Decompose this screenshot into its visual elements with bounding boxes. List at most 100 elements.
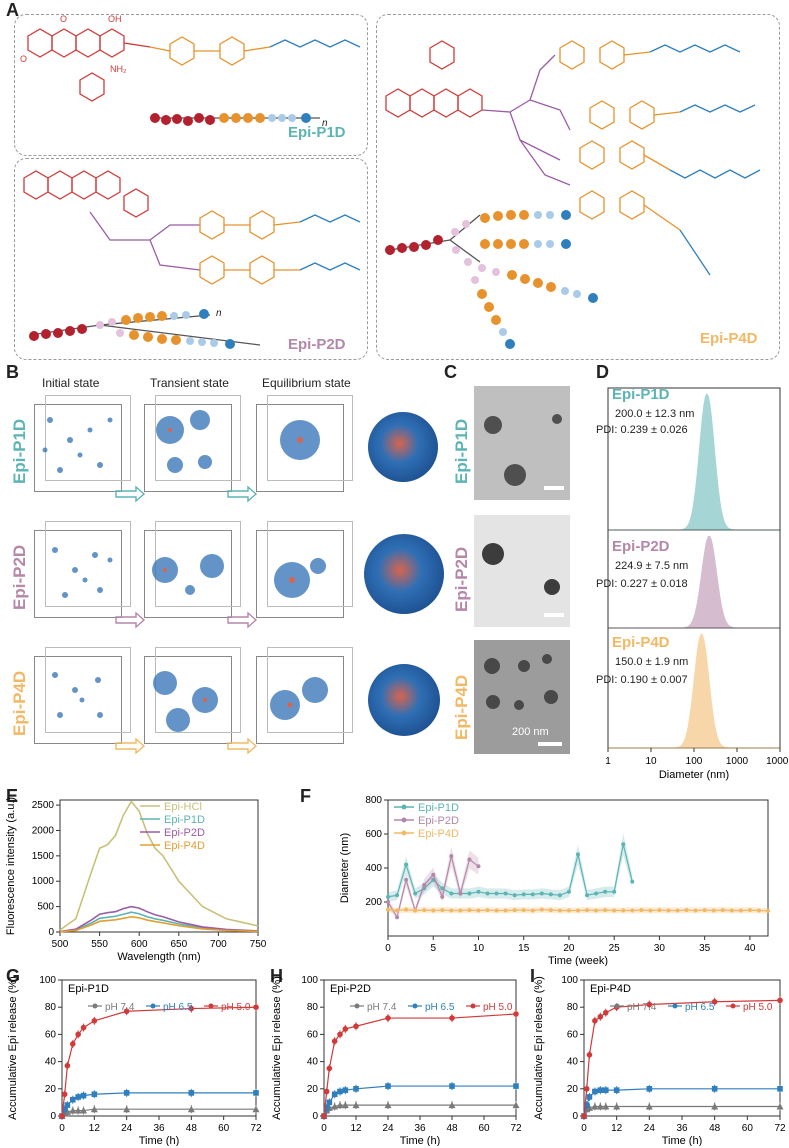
data-point bbox=[326, 1065, 333, 1072]
data-point bbox=[395, 908, 400, 913]
tem-label-epi-p1d: Epi-P1D bbox=[452, 418, 471, 484]
data-point bbox=[585, 908, 590, 913]
y-axis-label: Diameter (nm) bbox=[339, 833, 351, 903]
data-point bbox=[395, 893, 400, 898]
legend-marker bbox=[401, 817, 407, 823]
x-tick-label: 36 bbox=[153, 1123, 165, 1134]
data-point bbox=[738, 908, 743, 913]
y-tick-label: 2000 bbox=[32, 825, 55, 836]
y-tick-label: 2500 bbox=[32, 800, 55, 811]
data-point bbox=[711, 998, 718, 1005]
legend-marker bbox=[730, 1003, 736, 1009]
tem-image-p4d: 200 nm bbox=[474, 640, 570, 754]
dls-pdi-p4d: PDI: 0.190 ± 0.007 bbox=[596, 674, 688, 686]
data-point bbox=[386, 907, 390, 912]
x-tick-label: 600 bbox=[131, 939, 148, 950]
data-point bbox=[440, 908, 445, 913]
data-point bbox=[548, 908, 553, 913]
y-tick-label: 60 bbox=[45, 1029, 57, 1040]
tem-image-p2d bbox=[474, 515, 570, 627]
data-point bbox=[512, 1101, 520, 1109]
data-point bbox=[513, 1011, 519, 1017]
data-point bbox=[61, 1106, 68, 1112]
data-point bbox=[603, 889, 608, 894]
x-tick-label: 100 bbox=[686, 756, 703, 767]
row-label-epi-p2d: Epi-P2D bbox=[10, 544, 29, 610]
data-point bbox=[448, 1101, 456, 1109]
data-point bbox=[512, 893, 517, 898]
legend-label: Epi-P4D bbox=[164, 840, 205, 852]
row-label-epi-p1d: Epi-P1D bbox=[10, 418, 29, 484]
data-point bbox=[530, 908, 535, 913]
structure-diagrams: O O OH NH₂ bbox=[20, 14, 761, 349]
x-tick-label: 48 bbox=[709, 1123, 721, 1134]
data-point bbox=[646, 1001, 653, 1008]
data-point bbox=[566, 889, 571, 894]
x-tick-label: 0 bbox=[581, 1123, 587, 1134]
data-point bbox=[581, 1113, 587, 1119]
md-cube-p4d-initial bbox=[34, 647, 131, 744]
data-point bbox=[666, 908, 671, 913]
x-tick-label: 5 bbox=[430, 943, 436, 954]
data-point bbox=[253, 1090, 259, 1096]
box-epi-p4d bbox=[376, 14, 780, 360]
data-point bbox=[321, 1113, 327, 1119]
data-point bbox=[458, 908, 463, 913]
data-point bbox=[449, 891, 454, 896]
data-point bbox=[188, 1090, 195, 1096]
x-tick-label: 15 bbox=[518, 943, 530, 954]
data-point bbox=[602, 1087, 609, 1093]
x-tick-label: 36 bbox=[414, 1123, 426, 1134]
data-point bbox=[69, 1096, 76, 1103]
data-point bbox=[648, 908, 653, 913]
data-point bbox=[476, 864, 481, 869]
data-point bbox=[91, 1091, 98, 1098]
data-point bbox=[64, 1102, 71, 1108]
md-cube-p2d-equilibrium bbox=[256, 521, 353, 618]
data-point bbox=[583, 1102, 590, 1108]
data-point bbox=[187, 1105, 195, 1113]
x-tick-label: 72 bbox=[510, 1123, 522, 1134]
data-point bbox=[612, 908, 617, 913]
x-tick-label: 35 bbox=[699, 943, 711, 954]
x-tick-label: 40 bbox=[744, 943, 756, 954]
data-point bbox=[342, 1026, 349, 1032]
data-point bbox=[603, 908, 608, 913]
data-point bbox=[449, 854, 454, 859]
data-point bbox=[384, 1101, 392, 1109]
header-transient-state: Transient state bbox=[150, 376, 229, 390]
svg-text:O: O bbox=[20, 54, 27, 64]
series-line-ph-5-0 bbox=[61, 1006, 257, 1117]
series-line-ph-7-4 bbox=[323, 1104, 516, 1117]
dls-name-p1d: Epi-P1D bbox=[612, 386, 670, 403]
x-tick-label: 650 bbox=[170, 939, 187, 950]
md-cube-p4d-equilibrium bbox=[256, 647, 353, 744]
svg-text:NH₂: NH₂ bbox=[110, 64, 127, 74]
data-point bbox=[323, 1105, 330, 1111]
legend-label: pH 6.5 bbox=[685, 1002, 715, 1013]
y-tick-label: 40 bbox=[45, 1057, 57, 1068]
md-cube-p4d-transient bbox=[144, 647, 241, 744]
data-point bbox=[413, 891, 418, 896]
series-line-ph-7-4 bbox=[583, 1105, 780, 1117]
n-subscript-p2d: n bbox=[216, 308, 222, 319]
y-tick-label: 80 bbox=[307, 1002, 319, 1013]
chart-i-release-p4d: 0 12 24 36 48 60 72 0 20 40 60 80 100 Time (h) Accumul… bbox=[533, 975, 786, 1146]
data-point bbox=[431, 877, 436, 882]
y-tick-label: 40 bbox=[567, 1057, 579, 1068]
data-point bbox=[485, 908, 490, 913]
data-point bbox=[476, 908, 481, 913]
data-point bbox=[639, 908, 644, 913]
x-tick-label: 24 bbox=[121, 1123, 133, 1134]
data-point bbox=[592, 1018, 598, 1024]
legend-marker bbox=[150, 1003, 156, 1009]
y-tick-label: 0 bbox=[48, 927, 54, 938]
panel-label-f: F bbox=[300, 786, 311, 806]
legend-marker bbox=[92, 1003, 98, 1009]
y-tick-label: 100 bbox=[561, 975, 578, 986]
x-tick-label: 25 bbox=[609, 943, 621, 954]
y-tick-label: 20 bbox=[307, 1084, 319, 1095]
data-point bbox=[386, 894, 390, 899]
data-point bbox=[80, 1024, 87, 1031]
data-point bbox=[777, 1086, 783, 1092]
